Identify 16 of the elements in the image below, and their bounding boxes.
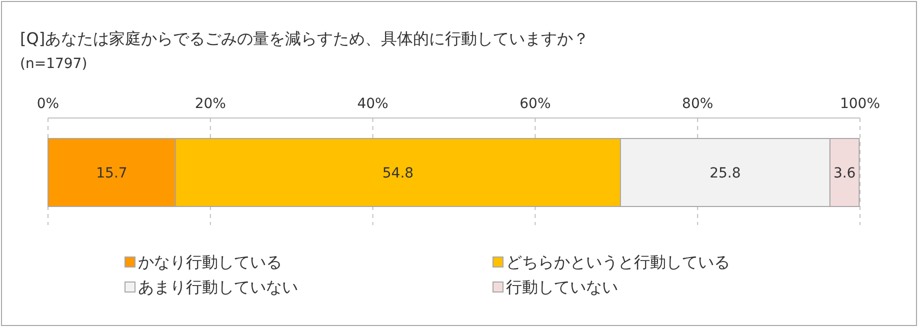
- data-label: 15.7: [96, 165, 128, 182]
- x-tick-label: 40%: [357, 96, 388, 112]
- x-tick-label: 0%: [36, 96, 60, 112]
- x-tick-label: 80%: [682, 96, 714, 112]
- chart-subtitle: (n=1797): [20, 56, 88, 72]
- legend-label: かなり行動している: [138, 252, 282, 272]
- legend-label: 行動していない: [506, 278, 618, 297]
- data-label: 54.8: [382, 165, 414, 182]
- data-label: 3.6: [833, 165, 856, 182]
- x-tick-label: 100%: [840, 96, 880, 112]
- data-label: 25.8: [710, 165, 741, 182]
- chart-title: [Q]あなたは家庭からでるごみの量を減らすため、具体的に行動していますか？: [20, 29, 590, 48]
- x-tick-label: 20%: [194, 96, 226, 112]
- legend-label: あまり行動していない: [138, 278, 298, 297]
- legend-label: どちらかというと行動している: [506, 252, 730, 272]
- x-tick-label: 60%: [520, 96, 551, 112]
